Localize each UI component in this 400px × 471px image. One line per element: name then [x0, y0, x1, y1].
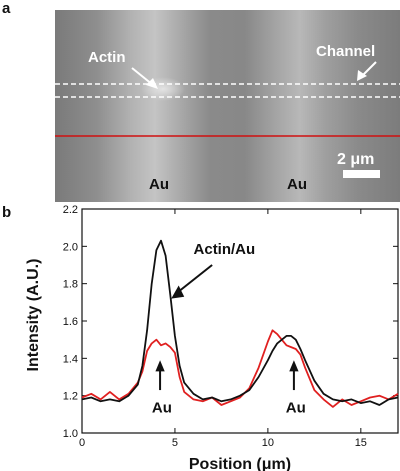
annotation-au-left: Au [152, 399, 172, 416]
annotation-actin-au-arrowhead [171, 285, 185, 299]
actin-label: Actin [88, 49, 126, 66]
chart-series [81, 239, 399, 408]
x-tick-label: 5 [172, 437, 178, 449]
y-tick-label: 2.0 [63, 241, 78, 253]
annotation-au-left-arrowhead [155, 360, 165, 372]
channel-arrowhead [357, 70, 367, 81]
scalebar-label: 2 μm [337, 151, 374, 168]
channel-label: Channel [316, 43, 375, 60]
series-line-red [81, 329, 399, 408]
y-tick-label: 1.6 [63, 316, 78, 328]
y-tick-label: 1.8 [63, 279, 78, 291]
plot-frame [81, 208, 399, 434]
chart-axes: 1.01.21.41.61.82.02.20 5 10 15 [63, 204, 399, 449]
annotation-au-right-arrowhead [289, 360, 299, 372]
channel-arrow [361, 61, 377, 77]
y-tick-label: 1.2 [63, 391, 78, 403]
x-axis-label: Position (μm) [189, 456, 291, 471]
panel-b-letter: b [2, 204, 12, 221]
annotation-actin-au: Actin/Au [194, 241, 256, 258]
y-tick-label: 1.0 [63, 428, 78, 440]
x-tick-label: 15 [355, 437, 367, 449]
au-left-label: Au [149, 176, 169, 193]
y-tick-label: 1.4 [63, 353, 78, 365]
x-tick-label: 0 [79, 437, 85, 449]
panel-a-letter: a [2, 0, 11, 17]
au-right-label: Au [287, 176, 307, 193]
annotation-au-right: Au [286, 399, 306, 416]
series-line-black [81, 239, 399, 406]
y-axis-label: Intensity (A.U.) [25, 259, 42, 372]
micrograph-image [55, 10, 400, 202]
chart-annotations: Actin/Au Au Au [152, 241, 306, 417]
x-tick-label: 10 [262, 437, 274, 449]
annotation-actin-au-arrow [176, 264, 213, 294]
scalebar [343, 170, 380, 178]
micrograph-panel: Actin Channel Au Au 2 μm [55, 10, 400, 202]
actin-arrowhead [146, 78, 158, 89]
